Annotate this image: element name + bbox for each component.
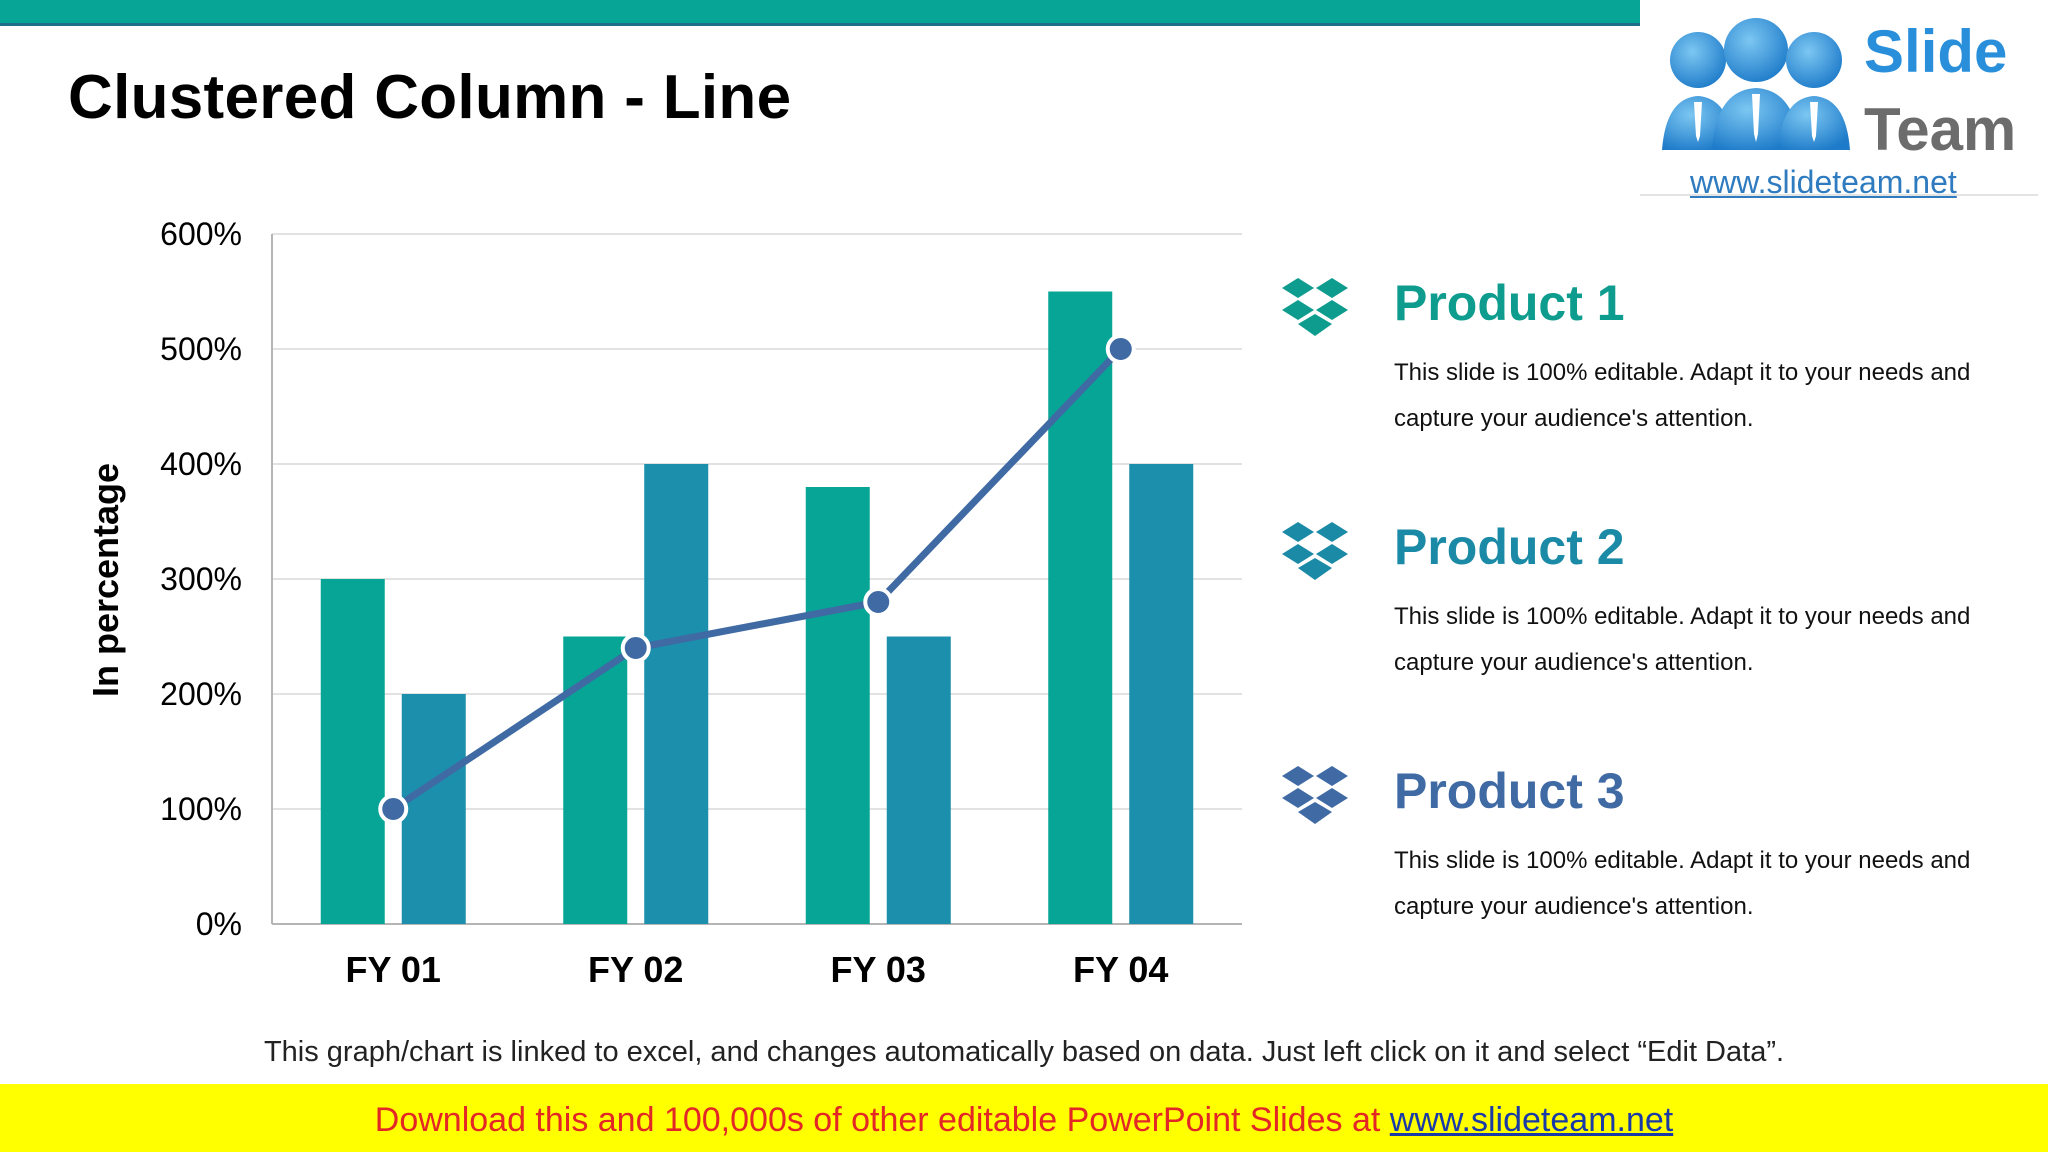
chart-line-series	[378, 334, 1136, 824]
dropbox-icon-part	[1316, 766, 1348, 786]
dropbox-icon-part	[1282, 766, 1314, 786]
x-category-label: FY 02	[588, 949, 683, 990]
y-tick-label: 600%	[160, 216, 242, 252]
chart-note: This graph/chart is linked to excel, and…	[263, 1036, 1785, 1068]
dropbox-icon	[1282, 278, 1348, 336]
line-point-fy-01	[378, 794, 409, 824]
product-3-description: This slide is 100% editable. Adapt it to…	[1394, 847, 1971, 920]
y-tick-label: 300%	[160, 561, 242, 597]
chart-bars	[320, 291, 1194, 924]
x-axis-category-labels: FY 01 FY 02 FY 03 FY 04	[346, 949, 1169, 990]
bar-product-1-fy-01	[320, 579, 385, 924]
x-category-label: FY 04	[1073, 949, 1168, 990]
dropbox-icon-part	[1282, 788, 1314, 808]
bar-product-1-fy-03	[805, 487, 870, 924]
dropbox-icon-part	[1316, 788, 1348, 808]
logo-divider	[1640, 194, 2038, 196]
dropbox-icon-part	[1316, 278, 1348, 298]
bar-product-1-fy-02	[563, 636, 628, 924]
y-tick-label: 500%	[160, 331, 242, 367]
logo-word-team: Team	[1864, 96, 2017, 163]
legend-product-1: Product 1 This slide is 100% editable. A…	[1280, 272, 2000, 472]
y-tick-label: 0%	[196, 906, 242, 942]
slideteam-logo: Slide Team www.slideteam.net	[1640, 0, 2038, 200]
dropbox-icon-part	[1298, 802, 1332, 824]
dropbox-icon-part	[1298, 314, 1332, 336]
dropbox-icon-part	[1282, 544, 1314, 564]
dropbox-icon	[1282, 522, 1348, 580]
y-axis-title: In percentage	[85, 463, 126, 697]
logo-word-slide: Slide	[1864, 18, 2008, 85]
dropbox-icon-part	[1298, 558, 1332, 580]
legend-product-2: Product 2 This slide is 100% editable. A…	[1280, 516, 2000, 716]
download-footer-banner: Download this and 100,000s of other edit…	[0, 1084, 2048, 1152]
product-1-name: Product 1	[1394, 275, 1625, 331]
dropbox-icon-part	[1316, 300, 1348, 320]
line-point-fy-02	[620, 633, 651, 663]
product-1-description: This slide is 100% editable. Adapt it to…	[1394, 359, 1971, 432]
dropbox-icon-part	[1282, 300, 1314, 320]
y-tick-label: 200%	[160, 676, 242, 712]
line-point-fy-04	[1105, 334, 1136, 364]
bar-product-2-fy-04	[1129, 464, 1194, 924]
slide-title: Clustered Column - Line	[68, 63, 792, 132]
top-accent-bar	[0, 0, 1640, 26]
legend-product-3: Product 3 This slide is 100% editable. A…	[1280, 760, 2000, 960]
bar-product-2-fy-03	[886, 636, 951, 924]
clustered-column-line-chart[interactable]: 0%100%200%300%400%500%600% FY 01 FY 02 FY …	[0, 200, 1260, 1000]
footer-prefix: Download this and 100,000s of other edit…	[374, 1101, 1390, 1139]
footer-text: Download this and 100,000s of other edit…	[0, 1101, 2048, 1140]
y-tick-label: 400%	[160, 446, 242, 482]
product-3-name: Product 3	[1394, 763, 1625, 819]
dropbox-icon-part	[1316, 522, 1348, 542]
bar-product-2-fy-01	[401, 694, 466, 924]
dropbox-icon-part	[1316, 544, 1348, 564]
line-path-product-3	[389, 345, 1125, 813]
bar-product-1-fy-04	[1048, 291, 1113, 924]
y-tick-label: 100%	[160, 791, 242, 827]
logo-people-icon	[1662, 18, 1850, 150]
x-category-label: FY 03	[831, 949, 926, 990]
line-point-fy-03	[863, 587, 894, 617]
product-2-description: This slide is 100% editable. Adapt it to…	[1394, 603, 1971, 676]
y-axis-tick-labels: 0% 100% 200% 300% 400% 500% 600%	[160, 216, 242, 942]
dropbox-icon-part	[1282, 278, 1314, 298]
footer-link[interactable]: www.slideteam.net	[1389, 1101, 1674, 1139]
product-2-name: Product 2	[1394, 519, 1625, 575]
x-category-label: FY 01	[346, 949, 441, 990]
dropbox-icon-part	[1282, 522, 1314, 542]
dropbox-icon	[1282, 766, 1348, 824]
bar-product-2-fy-02	[644, 464, 709, 924]
top-accent-line	[0, 23, 1640, 26]
